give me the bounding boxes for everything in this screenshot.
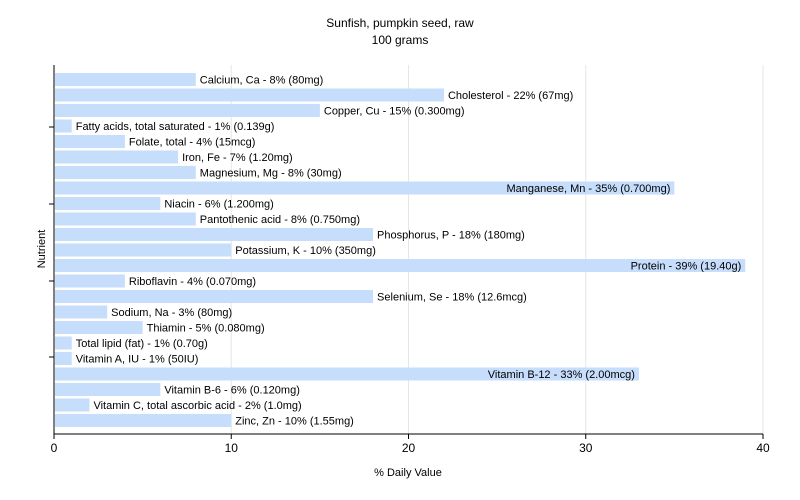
bar-data-label: Manganese, Mn - 35% (0.700mg) xyxy=(507,183,671,195)
bar-data-label: Zinc, Zn - 10% (1.55mg) xyxy=(235,416,354,428)
bar-data-label: Magnesium, Mg - 8% (30mg) xyxy=(200,168,342,180)
y-axis-ticks xyxy=(49,126,54,358)
bar-data-label: Vitamin C, total ascorbic acid - 2% (1.0… xyxy=(93,400,301,412)
bar-data-label: Selenium, Se - 18% (12.6mcg) xyxy=(377,292,527,304)
bar xyxy=(55,243,232,257)
bar-data-label: Phosphorus, P - 18% (180mg) xyxy=(377,230,525,242)
bar xyxy=(55,228,374,241)
bars: Calcium, Ca - 8% (80mg) Cholesterol - 22%… xyxy=(55,73,746,428)
bar-data-label: Vitamin A, IU - 1% (50IU) xyxy=(76,354,199,366)
bar xyxy=(55,73,196,86)
bar xyxy=(55,212,196,226)
bar xyxy=(55,290,374,303)
bar-data-label: Sodium, Na - 3% (80mg) xyxy=(111,307,232,319)
bar xyxy=(55,352,72,365)
bar xyxy=(55,259,746,272)
bar xyxy=(55,135,125,148)
bar-data-label: Pantothenic acid - 8% (0.750mg) xyxy=(200,214,360,226)
bar xyxy=(55,88,444,102)
bar xyxy=(55,274,125,288)
bar xyxy=(55,383,161,396)
x-axis-ticks: 0 10 20 30 40 xyxy=(51,434,770,455)
x-axis-title: % Daily Value xyxy=(374,467,442,479)
y-axis-title: Nutrient xyxy=(36,230,48,269)
bar-data-label: Thiamin - 5% (0.080mg) xyxy=(147,323,265,335)
bar-data-label: Fatty acids, total saturated - 1% (0.139… xyxy=(76,121,275,133)
bar xyxy=(55,398,90,412)
x-tick-label: 30 xyxy=(579,441,593,455)
bar xyxy=(55,305,108,319)
x-tick-label: 10 xyxy=(225,441,239,455)
bar xyxy=(55,119,72,133)
bar-data-label: Vitamin B-12 - 33% (2.00mcg) xyxy=(488,369,635,381)
bar-data-label: Total lipid (fat) - 1% (0.70g) xyxy=(76,338,208,350)
chart-title-text: Sunfish, pumpkin seed, raw xyxy=(326,16,474,30)
bar-data-label: Iron, Fe - 7% (1.20mg) xyxy=(182,152,293,164)
x-tick-label: 0 xyxy=(51,441,58,455)
x-tick-label: 40 xyxy=(756,441,770,455)
bar-data-label: Cholesterol - 22% (67mg) xyxy=(448,90,573,102)
bar-data-label: Protein - 39% (19.40g) xyxy=(631,261,742,273)
bar-data-label: Vitamin B-6 - 6% (0.120mg) xyxy=(164,385,300,397)
bar-data-label: Folate, total - 4% (15mcg) xyxy=(129,137,256,149)
bar-data-label: Riboflavin - 4% (0.070mg) xyxy=(129,276,256,288)
bar xyxy=(55,336,72,350)
bar xyxy=(55,321,143,334)
bar xyxy=(55,104,320,117)
bar xyxy=(55,414,232,427)
x-tick-label: 20 xyxy=(402,441,416,455)
bar xyxy=(55,166,196,179)
bar xyxy=(55,181,675,195)
bar-data-label: Potassium, K - 10% (350mg) xyxy=(235,245,376,257)
chart-subtitle-text: 100 grams xyxy=(372,33,429,47)
bar xyxy=(55,367,639,381)
chart-title: Sunfish, pumpkin seed, raw 100 grams xyxy=(326,16,474,47)
bar xyxy=(55,197,161,210)
bar-data-label: Niacin - 6% (1.200mg) xyxy=(164,199,273,211)
bar xyxy=(55,150,179,164)
bar-data-label: Calcium, Ca - 8% (80mg) xyxy=(200,75,323,87)
bar-data-label: Copper, Cu - 15% (0.300mg) xyxy=(324,106,465,118)
